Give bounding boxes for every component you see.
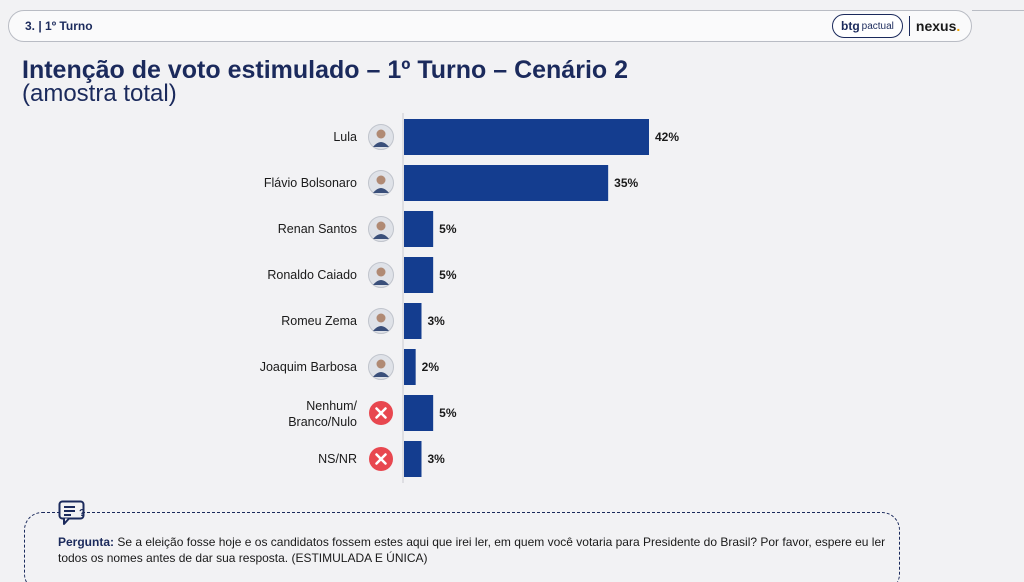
bar (404, 349, 416, 385)
avatar-head (376, 221, 386, 231)
avatar-body (373, 188, 389, 193)
bar (404, 119, 649, 155)
value-label: 3% (428, 314, 446, 328)
avatar-head (376, 129, 386, 139)
avatar-head (376, 175, 386, 185)
category-label: Lula (333, 130, 357, 144)
avatar-head (376, 359, 386, 369)
x-mark (375, 407, 387, 419)
section-label: 3. | 1º Turno (25, 19, 93, 33)
category-label: Flávio Bolsonaro (264, 176, 357, 190)
x-mark (375, 453, 387, 465)
header-divider-line (972, 10, 1024, 11)
value-label: 5% (439, 406, 457, 420)
nexus-logo-text: nexus (915, 18, 957, 34)
header-bar: 3. | 1º Turno (8, 10, 972, 42)
btg-logo-sub: pactual (861, 20, 894, 32)
avatar-body (373, 372, 389, 377)
logo-group: btg pactual nexus. (832, 12, 960, 40)
avatar-head (376, 267, 386, 277)
bar (404, 441, 422, 477)
value-label: 42% (655, 130, 679, 144)
category-label: Romeu Zema (281, 314, 357, 328)
value-label: 5% (439, 222, 457, 236)
nexus-logo: nexus. (916, 18, 960, 34)
question-label: Pergunta: (58, 535, 115, 549)
avatar-body (373, 326, 389, 331)
avatar-head (376, 313, 386, 323)
question-box (24, 512, 900, 582)
btg-logo-text: btg (841, 19, 860, 33)
avatar-body (373, 280, 389, 285)
value-label: 3% (428, 452, 446, 466)
bar (404, 165, 609, 201)
logo-divider (908, 16, 910, 36)
avatar-body (373, 142, 389, 147)
category-label: Joaquim Barbosa (260, 360, 357, 374)
bar-chart: Lula 42% Flávio Bolsonaro 35% Renan Santos 5%… (260, 113, 679, 483)
chart-subtitle: (amostra total) (22, 80, 177, 107)
value-label: 5% (439, 268, 457, 282)
question-text: Pergunta: Se a eleição fosse hoje e os c… (58, 534, 888, 566)
value-label: 2% (422, 360, 440, 374)
category-label: Renan Santos (278, 222, 357, 236)
category-label: Ronaldo Caiado (267, 268, 357, 282)
svg-text:?: ? (79, 508, 85, 519)
nexus-logo-dot: . (956, 18, 961, 34)
bar (404, 257, 434, 293)
avatar-body (373, 234, 389, 239)
category-label: NS/NR (318, 452, 357, 466)
btg-pactual-logo: btg pactual (832, 14, 903, 38)
value-label: 35% (614, 176, 638, 190)
bar (404, 303, 422, 339)
category-label: Nenhum/Branco/Nulo (288, 399, 357, 429)
question-body: Se a eleição fosse hoje e os candidatos … (58, 535, 886, 565)
bar (404, 211, 434, 247)
speech-bubble-question-icon: ? (58, 500, 85, 525)
bar (404, 395, 434, 431)
chart-title: Intenção de voto estimulado – 1º Turno –… (22, 56, 629, 84)
